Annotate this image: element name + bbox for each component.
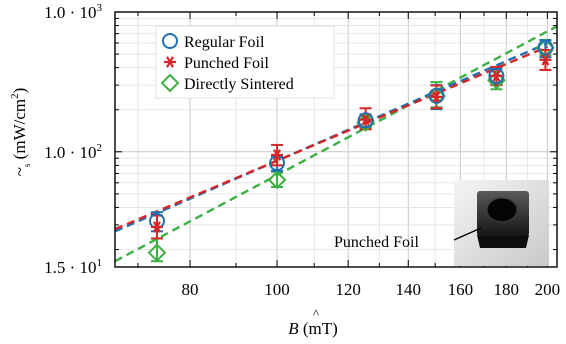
asterisk-stroke [166,56,174,68]
y-tick-base: 1.5 · 10 [44,258,96,277]
legend-marker [160,73,180,93]
fit-lines [115,25,557,263]
x-tick-label: 140 [396,280,422,299]
data-point [490,69,503,82]
y-tick-base: 1.0 · 10 [44,143,96,162]
fit-line-1 [115,45,548,231]
y-axis-close: ) [10,88,29,94]
y-axis-symbol: ~ [10,167,29,176]
x-tick-label: 160 [448,280,474,299]
data-markers [147,38,555,263]
svg-text:~s (mW/cm2): ~s (mW/cm2) [9,88,32,177]
legend-label: Directly Sintered [184,76,294,93]
y-tick-exponent: 3 [97,2,103,14]
data-point [537,39,554,56]
data-point [488,67,505,84]
asterisk-stroke [492,69,501,82]
y-tick-label: 1.5 · 101 [44,257,102,277]
x-tick-label: 80 [182,280,199,299]
plot-frame [114,11,558,268]
x-axis-symbol: B [288,319,299,338]
x-tick-label: 180 [494,280,520,299]
y-axis-title: ~s (mW/cm2) [9,88,32,177]
legend-box [155,25,335,99]
data-point [271,149,284,161]
asterisk-stroke [273,149,282,161]
y-axis-subscript: s [22,163,32,167]
x-axis-title: B (mT) [288,319,338,338]
legend-label: Punched Foil [184,55,269,72]
legend-marker [164,56,176,68]
fit-line-2 [115,25,557,263]
data-point [428,87,445,104]
y-tick-exponent: 2 [97,142,103,154]
data-point [486,70,506,90]
inset-label: Punched Foil [334,234,419,251]
x-tick-label: 100 [264,280,290,299]
x-tick-label: 120 [335,280,361,299]
data-point [539,54,552,66]
legend-label: Regular Foil [184,34,265,51]
y-tick-base: 1.0 · 10 [44,3,96,22]
data-point [150,221,163,233]
y-tick-label: 1.0 · 103 [44,2,102,22]
data-point [147,243,167,263]
x-tick-labels: 80 100 120 140 160 180 200 [182,280,561,299]
y-tick-label: 1.0 · 102 [44,142,102,162]
inset-block-side [477,235,529,248]
x-axis-hat: ^ [313,306,319,321]
data-point [267,170,287,190]
legend: Regular Foil Punched Foil Directly Sintere… [155,25,335,99]
data-point [359,113,372,126]
y-axis-superscript: 2 [9,93,21,99]
x-axis-unit: (mT) [299,319,338,338]
inset-punched-hole [486,197,518,223]
y-axis-unit: (mW/cm [10,99,29,164]
x-tick-label: 200 [535,280,561,299]
data-point [430,91,443,103]
inset-pointer-line [453,227,482,241]
y-tick-exponent: 1 [97,257,103,269]
asterisk-stroke [153,221,161,233]
data-point [357,112,374,129]
asterisk-stroke [361,113,370,126]
inset-photo: Punched Foil [334,180,549,266]
asterisk-stroke [541,54,550,66]
data-point [427,86,446,106]
asterisk-stroke [432,91,441,103]
legend-marker [162,33,178,49]
